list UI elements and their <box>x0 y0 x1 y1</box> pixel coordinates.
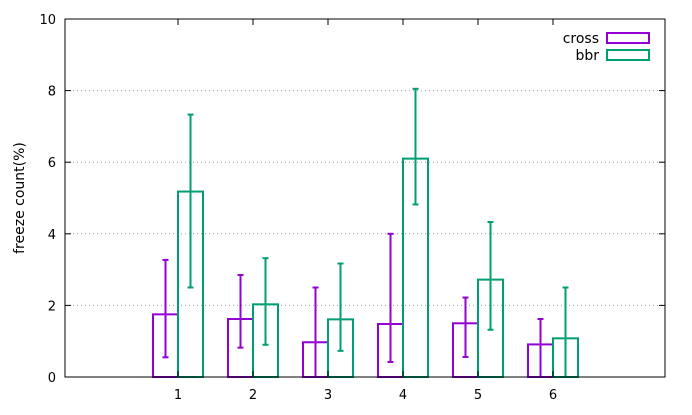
legend-swatch-bbr <box>606 49 650 61</box>
y-tick-label: 0 <box>48 371 56 386</box>
y-axis-label: freeze count(%) <box>12 142 28 254</box>
y-tick-label: 8 <box>48 85 56 100</box>
x-tick-label: 2 <box>249 388 257 403</box>
legend-label-cross: cross <box>563 31 599 47</box>
bars <box>152 87 579 379</box>
gridlines <box>65 90 665 306</box>
x-tick-label: 5 <box>474 388 482 403</box>
legend-swatch-cross <box>606 32 650 44</box>
axes <box>64 18 666 378</box>
y-axis-ticks: 0 2 4 6 8 10 <box>39 13 665 386</box>
y-tick-label: 10 <box>39 13 56 28</box>
legend-label-bbr: bbr <box>575 48 599 64</box>
x-tick-label: 6 <box>549 388 557 403</box>
y-tick-label: 2 <box>48 299 56 314</box>
x-axis-ticks: 1 2 3 4 5 6 <box>174 19 557 403</box>
x-tick-label: 3 <box>324 388 332 403</box>
x-tick-label: 4 <box>399 388 407 403</box>
x-tick-label: 1 <box>174 388 182 403</box>
y-tick-label: 4 <box>48 228 56 243</box>
y-tick-label: 6 <box>48 156 56 171</box>
plot-frame <box>64 18 666 378</box>
